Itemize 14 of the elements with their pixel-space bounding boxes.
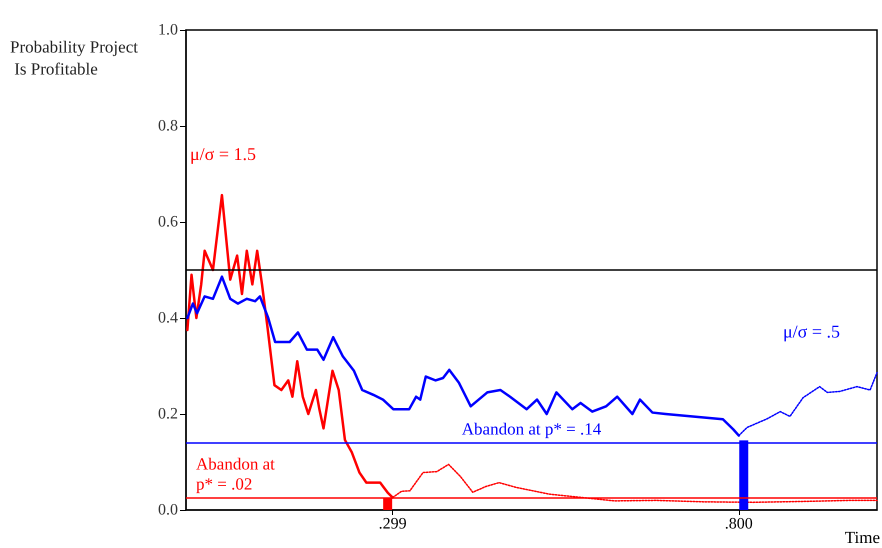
y-tick-label: 0.0	[158, 502, 178, 518]
text: μ/σ = 1.5	[190, 144, 256, 164]
x-axis-title: Time	[844, 528, 880, 547]
y-tick-label: 0.2	[158, 406, 178, 422]
text: μ/σ = .5	[783, 322, 840, 342]
y-tick-label: 0.4	[158, 310, 178, 326]
ref-line-label: Abandon at p* = .14	[462, 419, 602, 438]
x-tick-label: .299	[378, 516, 407, 532]
y-axis-title: Probability Project Is Profitable	[10, 38, 138, 78]
x-tick-label: .800	[724, 516, 753, 532]
y-tick-label: 0.8	[158, 118, 178, 134]
y-tick-label: 1.0	[158, 22, 178, 38]
y-tick-label: 0.6	[158, 214, 178, 230]
ref-line-label: Abandon at p* = .02	[196, 454, 276, 494]
